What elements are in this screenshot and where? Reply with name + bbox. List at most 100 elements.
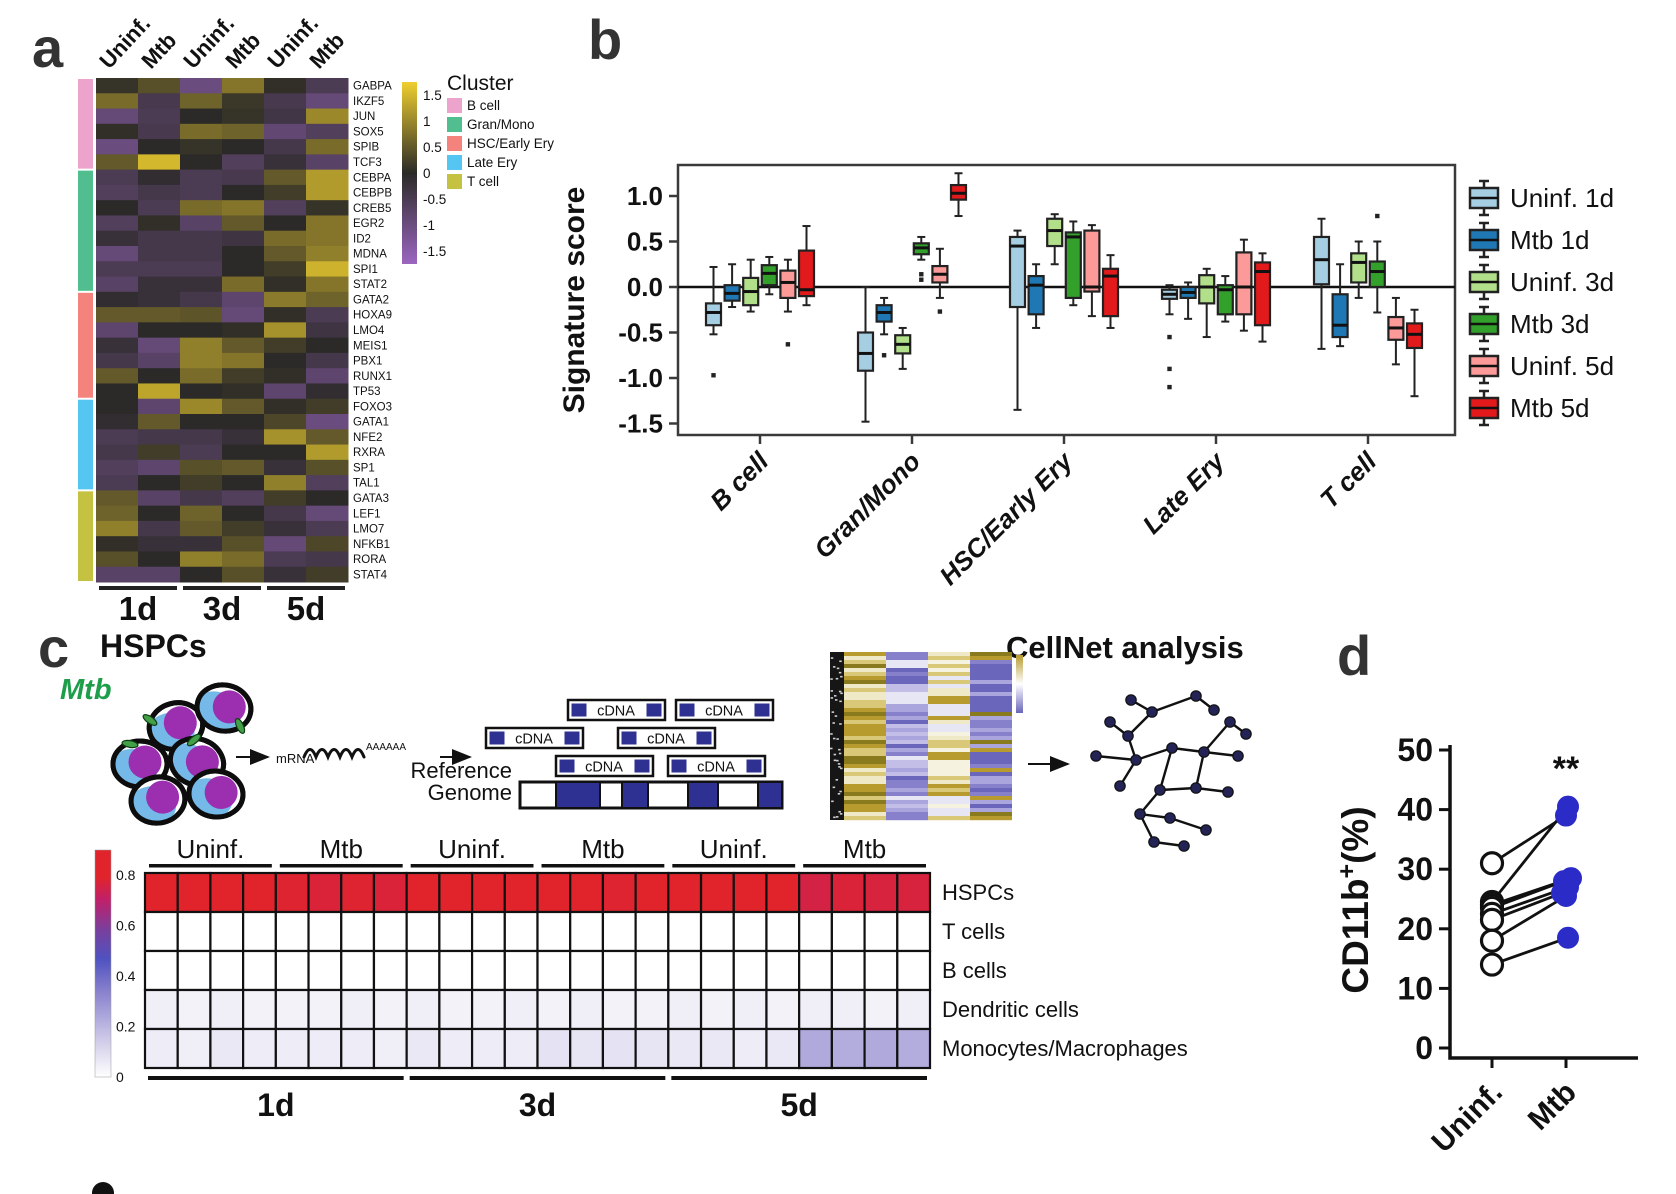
network-node: [1222, 786, 1234, 798]
heatmap-cells: [96, 78, 349, 583]
box-Uninf--3d-0: [742, 258, 760, 313]
panel-b-boxplot: 1.0 0.5 0.0 -0.5 -1.0 -1.5 Signature score B ce…: [558, 163, 1614, 591]
y-axis: 1.0 0.5 0.0 -0.5 -1.0 -1.5: [618, 181, 678, 439]
box-Uninf--5d-3: [1235, 238, 1253, 332]
mtb-bacterium-icon: [234, 718, 246, 734]
condition-group-label: Mtb: [843, 834, 886, 864]
category-label: Mtb: [1522, 1076, 1583, 1137]
y-tick-label: 30: [1397, 851, 1433, 887]
legend-item: Mtb 3d: [1468, 305, 1590, 343]
day-label: 5d: [287, 590, 326, 627]
outlier-point: [711, 373, 716, 378]
y-tick-label: 0: [1415, 1030, 1433, 1066]
y-tick-label: 40: [1397, 792, 1433, 828]
category-label: Late Ery: [1136, 445, 1231, 540]
legend-item: Uninf. 5d: [1468, 347, 1614, 385]
mrna-illustration: mRNA AAAAAA: [276, 742, 406, 766]
significance-marker: **: [1553, 750, 1580, 788]
colorbar-tick: -1: [423, 218, 435, 233]
gene-label: IKZF5: [353, 96, 384, 108]
box-Uninf--1d-3: [1160, 284, 1179, 390]
gene-label: STAT2: [353, 279, 387, 291]
legend-label: Mtb 3d: [1510, 309, 1590, 339]
box-Uninf--1d-4: [1312, 217, 1331, 350]
network-node: [1122, 730, 1134, 742]
box-Mtb-3d-2: [1064, 220, 1082, 307]
legend-item: Uninf. 3d: [1468, 263, 1614, 301]
legend-b: Uninf. 1d Mtb 1d Uninf. 3d Mtb 3d Uninf. 5d M…: [1468, 179, 1614, 427]
partial-next-panel-label: [92, 1182, 114, 1194]
cluster-legend-label: Gran/Mono: [467, 117, 535, 132]
condition-group-label: Uninf.: [700, 834, 768, 864]
gene-label: TCF3: [353, 157, 382, 169]
network-node: [1224, 716, 1236, 728]
box-Uninf--3d-2: [1046, 213, 1064, 266]
gene-label: EGR2: [353, 218, 384, 230]
panel-d-label: d: [1337, 624, 1372, 687]
y-tick-label: -1.5: [618, 409, 663, 439]
outlier-point: [919, 272, 924, 277]
box-Uninf--1d-0: [704, 265, 723, 378]
outlier-point: [919, 277, 924, 282]
gene-label: PBX1: [353, 356, 382, 368]
gene-label: SP1: [353, 462, 375, 474]
table-day-groups: 1d 3d 5d: [148, 1076, 927, 1123]
gene-label: STAT4: [353, 569, 388, 581]
cdna-fragment: cDNA: [616, 726, 717, 750]
hspc-cell: [127, 774, 188, 828]
x-axis: B cell Gran/Mono HSC/Early Ery Late Ery T ce…: [704, 435, 1383, 591]
day-label: 1d: [119, 590, 158, 627]
hspc-cell: [193, 682, 254, 734]
gene-label: GATA2: [353, 294, 389, 306]
legend-label: Uninf. 3d: [1510, 267, 1614, 297]
box-Mtb-1d-0: [723, 263, 741, 309]
day-group-label: 3d: [519, 1087, 556, 1123]
cdna-fragment: cDNA: [484, 726, 585, 750]
box-Uninf--3d-3: [1198, 267, 1216, 339]
uninf-data-point: [1479, 952, 1505, 977]
gene-label: RORA: [353, 554, 387, 566]
gene-label: NFE2: [353, 432, 382, 444]
gene-label: GATA3: [353, 493, 389, 505]
cellnet-title: CellNet analysis: [1006, 630, 1244, 665]
condition-group-label: Mtb: [320, 834, 363, 864]
gene-label: JUN: [353, 111, 375, 123]
cdna-fragment: cDNA: [554, 754, 655, 778]
box-Mtb-1d-3: [1179, 281, 1197, 320]
cluster-legend-label: B cell: [467, 98, 500, 113]
gene-label: SPI1: [353, 264, 378, 276]
network-node: [1178, 840, 1190, 852]
table-top-groups: Uninf. Mtb Uninf. Mtb Uninf. Mtb: [149, 834, 926, 868]
outlier-point: [1167, 366, 1172, 372]
network-node: [1130, 754, 1142, 766]
category-label: T cell: [1314, 445, 1383, 514]
legend-label: Uninf. 1d: [1510, 183, 1614, 213]
gene-label: RXRA: [353, 447, 385, 459]
cluster-legend-swatch: [447, 98, 462, 113]
network-node: [1154, 784, 1166, 796]
outlier-point: [1375, 213, 1380, 219]
mtb-data-point: [1557, 926, 1579, 949]
legend-label: Uninf. 5d: [1510, 351, 1614, 381]
gene-labels: GABPA IKZF5 JUN SOX5 SPIB TCF3 CEBPA CEBPB CREB5…: [353, 81, 392, 582]
cdna-fragment: cDNA: [666, 754, 767, 778]
network-node: [1232, 750, 1244, 762]
category-label: Uninf.: [1426, 1076, 1509, 1159]
outlier-point: [1167, 334, 1172, 340]
panel-a-label: a: [32, 16, 64, 79]
polya-label: AAAAAA: [366, 742, 406, 753]
cdna-label: cDNA: [705, 704, 743, 720]
cluster-legend-title: Cluster: [447, 72, 514, 95]
colorbar-tick: 0.6: [116, 918, 136, 934]
cdna-label: cDNA: [647, 732, 685, 748]
day-group-label: 5d: [780, 1087, 817, 1123]
network-node: [1190, 690, 1202, 702]
cluster-strip-segment: [78, 399, 93, 490]
uninf-data-point: [1479, 907, 1505, 932]
gene-label: LMO4: [353, 325, 385, 337]
y-tick-label: 50: [1397, 732, 1433, 768]
gene-label: SPIB: [353, 142, 380, 154]
gene-label: ID2: [353, 233, 371, 245]
